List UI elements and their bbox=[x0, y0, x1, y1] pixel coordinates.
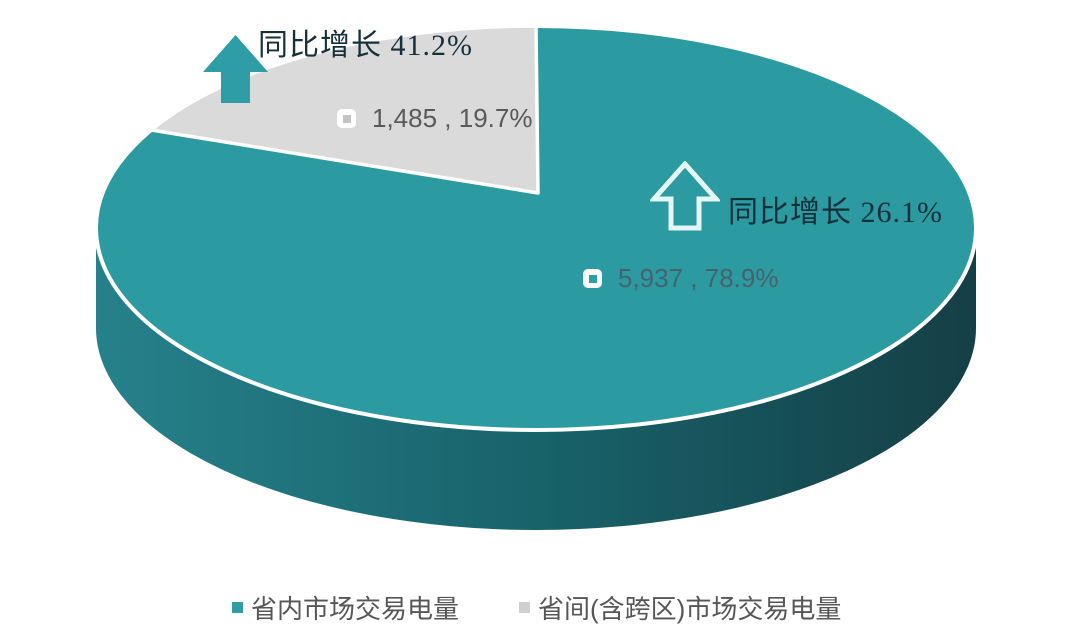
growth-annotation-province-internal: 同比增长 26.1% bbox=[728, 196, 943, 229]
legend-key-gray-icon bbox=[337, 109, 356, 128]
legend-swatch-teal-icon bbox=[232, 602, 243, 613]
pie-side-rim bbox=[96, 228, 976, 530]
legend-label: 省间(含跨区)市场交易电量 bbox=[538, 594, 842, 624]
data-label-text: 5,937 , 78.9% bbox=[618, 263, 779, 293]
data-label-interprovincial: 1,485 , 19.7% bbox=[337, 103, 532, 134]
legend-key-teal-icon bbox=[583, 269, 602, 288]
up-arrow-outline-icon bbox=[650, 161, 720, 231]
legend-swatch-gray-icon bbox=[519, 602, 531, 613]
growth-annotation-interprovincial: 同比增长 41.2% bbox=[258, 29, 473, 62]
legend-label: 省内市场交易电量 bbox=[251, 594, 460, 624]
up-arrow-filled-icon bbox=[203, 35, 268, 103]
data-label-province-internal: 5,937 , 78.9% bbox=[583, 263, 778, 294]
data-label-text: 1,485 , 19.7% bbox=[372, 103, 533, 133]
legend-item-province-internal: 省内市场交易电量 bbox=[232, 589, 459, 626]
legend: 省内市场交易电量 省间(含跨区)市场交易电量 bbox=[232, 589, 841, 626]
legend-item-interprovincial: 省间(含跨区)市场交易电量 bbox=[519, 589, 841, 626]
